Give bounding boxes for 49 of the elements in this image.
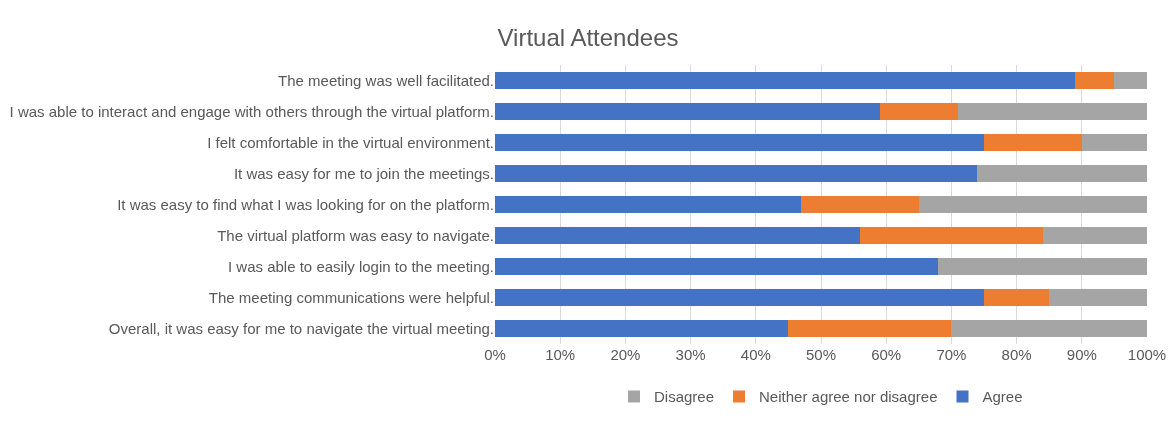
x-tick-label: 10%: [545, 346, 576, 363]
legend-label: Agree: [982, 388, 1023, 406]
bar: [495, 133, 984, 152]
bar: [495, 319, 789, 338]
bar: [860, 226, 1043, 245]
bar: [951, 319, 1147, 338]
y-tick-label: I was able to interact and engage with others through the virtual platform.: [9, 102, 494, 120]
y-tick-label: Overall, it was easy for me to navigate the virtual meeting.: [108, 319, 494, 337]
bar: [984, 288, 1050, 307]
bar: [977, 164, 1147, 183]
x-tick-label: 0%: [484, 346, 506, 363]
bar: [879, 102, 958, 121]
x-tick-label: 90%: [1066, 346, 1097, 363]
y-tick-label: The meeting communications were helpful.: [208, 288, 494, 306]
x-tick-label: 20%: [610, 346, 641, 363]
bar: [957, 102, 1147, 121]
bar: [788, 319, 952, 338]
y-tick-label: It was easy to find what I was looking for on the platform.: [117, 195, 494, 213]
y-tick-label: It was easy for me to join the meetings.: [233, 164, 494, 182]
bar: [495, 226, 861, 245]
y-tick-label: The virtual platform was easy to navigate.: [217, 226, 494, 244]
legend-label: Disagree: [654, 388, 715, 406]
bar: [495, 71, 1076, 90]
x-tick-label: 30%: [675, 346, 706, 363]
bar: [918, 195, 1147, 214]
x-tick-label: 70%: [936, 346, 967, 363]
bar: [1049, 288, 1147, 307]
x-tick-label: 50%: [805, 346, 837, 363]
bar: [1042, 226, 1147, 245]
x-tick-label: 80%: [1001, 346, 1032, 363]
x-tick-label: 60%: [871, 346, 902, 363]
bar: [801, 195, 919, 214]
x-tick-label: 40%: [740, 346, 771, 363]
y-tick-label: The meeting was well facilitated.: [278, 71, 494, 89]
y-tick-label: I was able to easily login to the meeting.: [228, 257, 494, 275]
bar: [984, 133, 1082, 152]
x-tick-label: 100%: [1127, 346, 1167, 363]
bar: [495, 102, 880, 121]
bar: [1114, 71, 1147, 90]
legend-label: Neither agree nor disagree: [759, 388, 938, 406]
bar: [1075, 71, 1115, 90]
bar: [495, 257, 939, 276]
y-tick-label: I felt comfortable in the virtual environment.: [207, 133, 494, 151]
bar: [495, 195, 802, 214]
bar: [1081, 133, 1147, 152]
bar: [938, 257, 1147, 276]
bar: [495, 288, 984, 307]
chart-title: Virtual Attendees: [497, 24, 679, 52]
bar: [495, 164, 978, 183]
